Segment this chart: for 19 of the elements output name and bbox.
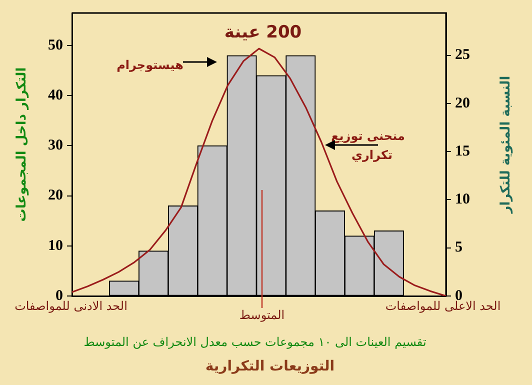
- y-tick-label: 10: [48, 238, 63, 254]
- y-tick-label: 15: [455, 143, 470, 160]
- y-tick-label: 40: [48, 88, 63, 104]
- y-tick-label: 30: [48, 138, 63, 154]
- text: 200 عينة: [224, 22, 302, 42]
- annotation: منحنى توزيع تكراري: [331, 129, 405, 162]
- text: الحد الاعلى للمواصفات: [385, 299, 501, 314]
- y-tick-label: 50: [48, 37, 63, 54]
- y-tick-label: 25: [455, 47, 470, 64]
- text: التوزيعات التكرارية: [205, 358, 335, 375]
- y-tick-label: 20: [455, 95, 470, 112]
- annotation: هيستوجرام: [116, 58, 184, 72]
- y-tick-label: 10: [455, 192, 470, 208]
- y-axis-title: التكرار داخل المجموعات: [14, 67, 30, 222]
- text: المتوسط: [239, 308, 285, 322]
- x-axis-title: تقسيم العينات الى ١٠ مجموعات حسب معدل الانحراف عن المتوسط: [84, 335, 426, 350]
- y-tick-label: 20: [48, 188, 63, 204]
- y-axis-title: النسبة المئوية للتكرار: [498, 76, 514, 214]
- y-tick-label: 5: [455, 240, 462, 256]
